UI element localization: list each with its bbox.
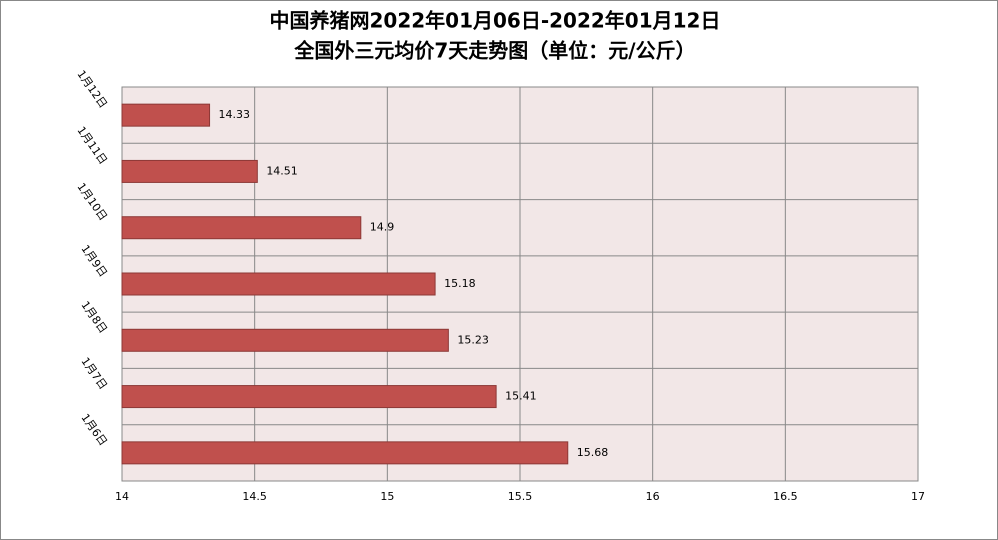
x-tick-label: 14.5: [242, 490, 267, 503]
data-label: 14.51: [266, 164, 298, 177]
x-tick-label: 17: [911, 490, 925, 503]
bar: [121, 328, 449, 352]
bar: [121, 272, 436, 296]
x-tick-label: 16: [646, 490, 660, 503]
bar: [121, 216, 362, 240]
chart-subtitle: 全国外三元均价7天走势图（单位：元/公斤）: [293, 39, 695, 63]
bar: [121, 103, 211, 127]
data-label: 14.9: [370, 221, 395, 234]
data-label: 15.41: [505, 390, 537, 403]
bar: [121, 159, 258, 183]
bar: [121, 385, 497, 409]
x-tick-label: 15.5: [508, 490, 533, 503]
x-tick-label: 15: [380, 490, 394, 503]
x-tick-label: 16.5: [773, 490, 798, 503]
data-label: 15.18: [444, 277, 476, 290]
bar: [121, 441, 569, 465]
data-label: 15.23: [457, 333, 489, 346]
x-tick-label: 14: [115, 490, 129, 503]
data-label: 15.68: [577, 446, 609, 459]
data-label: 14.33: [219, 108, 251, 121]
chart-title: 中国养猪网2022年01月06日-2022年01月12日: [270, 9, 721, 33]
